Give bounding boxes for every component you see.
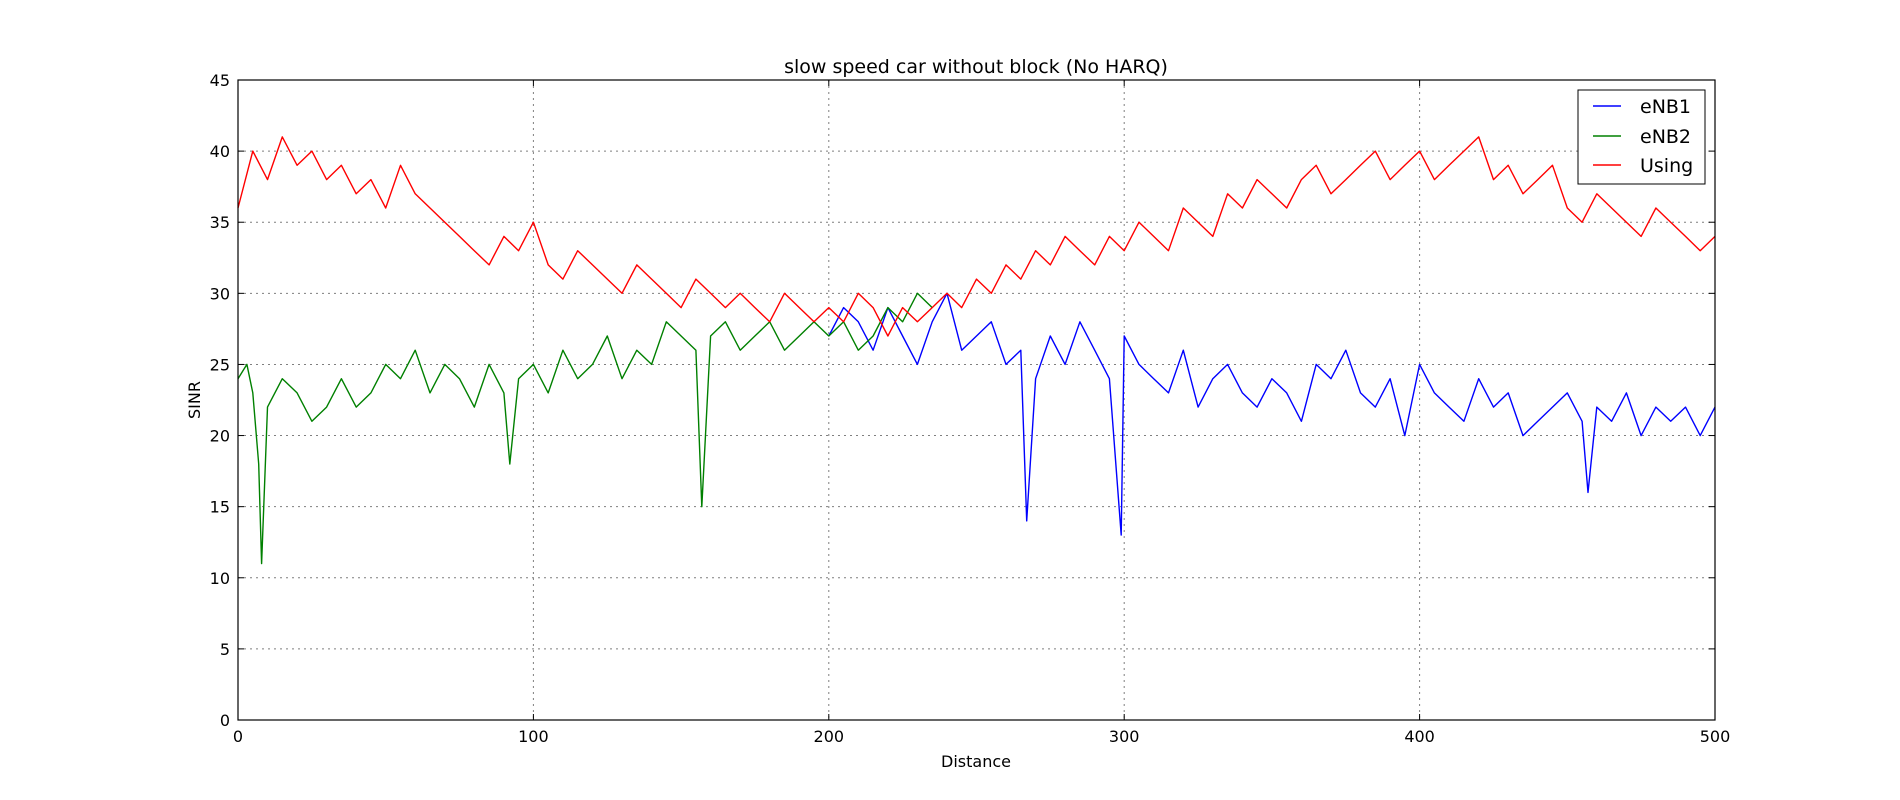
legend-label-using: Using (1640, 155, 1693, 177)
x-tick-labels: 0 100 200 300 400 500 (233, 727, 1730, 746)
ticks (237, 79, 1716, 721)
y-axis-label: SINR (185, 381, 204, 419)
legend-label-enb2: eNB2 (1640, 126, 1691, 148)
series-line-enb2 (237, 292, 933, 565)
y-tick-label: 15 (210, 498, 230, 517)
x-tick-label: 0 (233, 727, 243, 746)
y-tick-label: 5 (220, 640, 230, 659)
series-group (237, 136, 1716, 565)
x-axis-label: Distance (941, 752, 1011, 771)
y-tick-label: 45 (210, 71, 230, 90)
x-tick-label: 400 (1404, 727, 1435, 746)
y-tick-label: 40 (210, 142, 230, 161)
y-tick-label: 20 (210, 427, 230, 446)
x-tick-label: 300 (1109, 727, 1140, 746)
chart-title: slow speed car without block (No HARQ) (784, 56, 1168, 78)
x-tick-label: 100 (518, 727, 549, 746)
y-tick-labels: 0 5 10 15 20 25 30 35 40 45 (210, 71, 230, 730)
plot-area (238, 80, 1715, 720)
legend-label-enb1: eNB1 (1640, 96, 1691, 118)
y-tick-label: 35 (210, 213, 230, 232)
y-tick-label: 25 (210, 355, 230, 374)
y-tick-label: 10 (210, 569, 230, 588)
x-tick-label: 200 (814, 727, 845, 746)
y-tick-label: 0 (220, 711, 230, 730)
series-line-using (237, 136, 1716, 337)
plot-frame (237, 79, 1716, 721)
legend: eNB1 eNB2 Using (1577, 89, 1706, 185)
x-tick-label: 500 (1700, 727, 1731, 746)
y-tick-label: 30 (210, 284, 230, 303)
series-line-enb1 (828, 292, 1716, 536)
